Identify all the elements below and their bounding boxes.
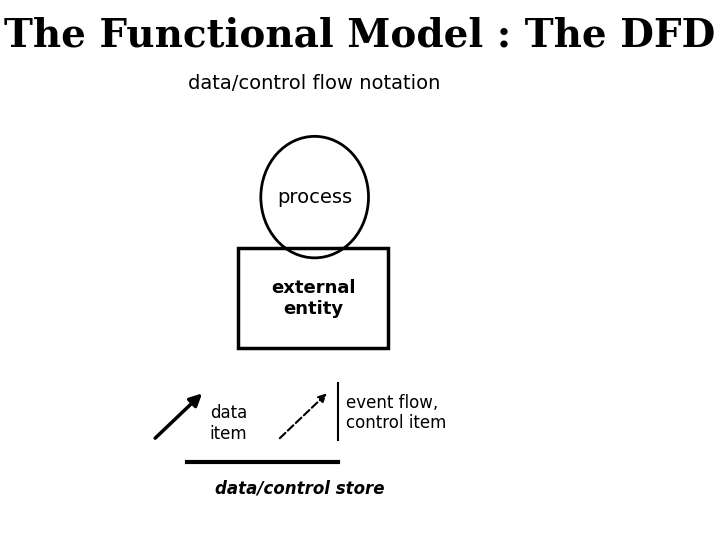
Bar bbox=[238, 248, 388, 348]
Text: event flow,
control item: event flow, control item bbox=[346, 394, 446, 433]
Text: data
item: data item bbox=[210, 404, 248, 443]
Text: process: process bbox=[277, 187, 352, 207]
Text: The Functional Model : The DFD: The Functional Model : The DFD bbox=[4, 16, 716, 54]
Text: external
entity: external entity bbox=[271, 279, 356, 318]
Text: data/control store: data/control store bbox=[215, 480, 385, 498]
Text: data/control flow notation: data/control flow notation bbox=[189, 74, 441, 93]
